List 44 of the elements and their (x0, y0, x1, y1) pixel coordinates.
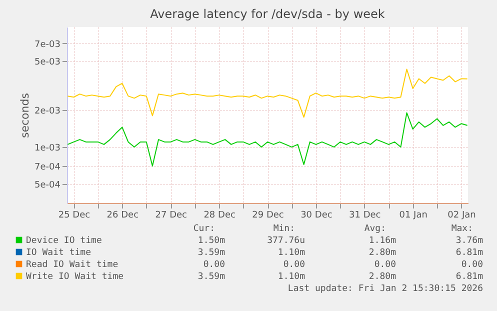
x-tick-label: 26 Dec (106, 210, 139, 220)
x-tick-label: 30 Dec (300, 210, 332, 220)
y-tick-label: 2e-03 (34, 106, 60, 117)
x-tick-label: 01 Jan (399, 210, 428, 220)
text: 0.00 (283, 260, 305, 270)
legend-label: Read IO Wait time (26, 260, 118, 270)
text: Cur: (193, 224, 215, 234)
text: Min: (273, 224, 295, 234)
text: Avg: (364, 224, 386, 234)
y-tick-label: 1e-03 (34, 144, 60, 154)
line-series (67, 112, 468, 167)
text: 1.16m (368, 236, 396, 246)
line-series (67, 68, 468, 118)
text: 3.76m (456, 236, 483, 246)
chart-title: Average latency for /dev/sda - by week (150, 7, 385, 21)
text: 0.00 (203, 260, 225, 270)
y-tick-label: 7e-04 (34, 162, 61, 173)
text: 3.59m (198, 248, 225, 258)
text: 2.80m (368, 248, 396, 258)
y-tick-label: 5e-03 (34, 58, 60, 68)
text: 1.10m (278, 248, 305, 258)
text: 0.00 (461, 260, 483, 270)
text: Last update: Fri Jan 2 15:30:15 2026 (288, 284, 483, 294)
legend-label: Write IO Wait time (26, 272, 124, 282)
y-tick-label: 5e-04 (34, 180, 61, 190)
text: 377.76u (267, 236, 305, 246)
x-tick-label: 02 Jan (448, 210, 476, 220)
y-axis-title: seconds (18, 92, 32, 138)
text: 1.50m (198, 236, 225, 246)
x-tick-label: 27 Dec (155, 210, 188, 220)
text: 3.59m (198, 272, 225, 282)
x-tick-label: 31 Dec (349, 210, 381, 220)
x-tick-label: 28 Dec (204, 210, 236, 220)
text: 6.81m (456, 248, 483, 258)
x-tick-label: 29 Dec (252, 210, 284, 220)
legend-label: Device IO time (26, 236, 102, 246)
x-tick-label: 25 Dec (58, 210, 90, 220)
legend-label: IO Wait time (26, 248, 92, 258)
text: Max: (451, 224, 473, 234)
y-tick-label: 7e-03 (34, 40, 60, 50)
text: 2.80m (368, 272, 396, 282)
text: 0.00 (374, 260, 396, 270)
text: 6.81m (456, 272, 483, 282)
text: 1.10m (278, 272, 305, 282)
